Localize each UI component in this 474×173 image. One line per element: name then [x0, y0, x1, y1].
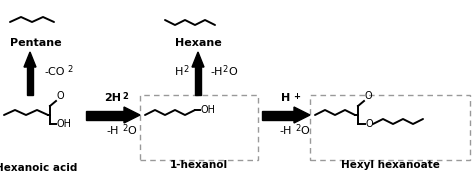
Text: O: O	[300, 126, 309, 136]
Text: Pentane: Pentane	[10, 38, 62, 48]
Text: O: O	[57, 91, 64, 101]
Polygon shape	[124, 107, 140, 123]
Bar	[86, 111, 124, 120]
Text: -H: -H	[107, 126, 119, 136]
Polygon shape	[294, 107, 310, 123]
Text: Hexyl hexanoate: Hexyl hexanoate	[340, 160, 439, 170]
Polygon shape	[192, 52, 204, 67]
Bar	[195, 67, 201, 95]
Text: H: H	[282, 93, 291, 103]
Text: 2: 2	[122, 124, 127, 133]
Polygon shape	[24, 52, 36, 67]
Text: O: O	[228, 67, 237, 77]
Text: 2: 2	[67, 66, 72, 75]
Text: O: O	[127, 126, 136, 136]
Text: +: +	[293, 92, 300, 101]
Text: 1-hexanol: 1-hexanol	[170, 160, 228, 170]
Text: Hexane: Hexane	[174, 38, 221, 48]
Text: -CO: -CO	[44, 67, 64, 77]
Text: Hexanoic acid: Hexanoic acid	[0, 163, 77, 173]
Text: 2H: 2H	[104, 93, 121, 103]
Text: 2: 2	[183, 66, 188, 75]
Text: O: O	[365, 91, 373, 101]
Text: H: H	[174, 67, 183, 77]
Text: 2: 2	[222, 66, 227, 75]
Bar	[262, 111, 294, 120]
Text: -H: -H	[210, 67, 222, 77]
Text: -H: -H	[280, 126, 292, 136]
Bar	[27, 67, 33, 95]
Text: OH: OH	[57, 119, 72, 129]
Text: 2: 2	[122, 92, 128, 101]
Text: 2: 2	[295, 124, 300, 133]
Text: OH: OH	[201, 105, 216, 115]
Text: O: O	[366, 119, 374, 129]
